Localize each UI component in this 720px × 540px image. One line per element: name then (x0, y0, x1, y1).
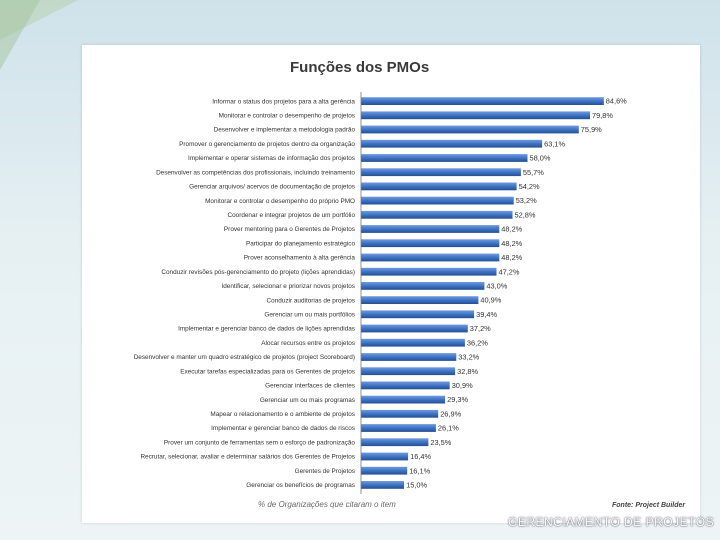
data-label: 36,2% (467, 338, 488, 347)
category-label: Promover o gerenciamento de projetos den… (179, 141, 355, 148)
category-label: Mapear o relacionamento e o ambiente de … (210, 411, 355, 418)
bar (361, 367, 456, 376)
leaf-ornament-icon (0, 0, 40, 70)
category-label: Participar do planejamento estratégico (246, 240, 356, 247)
category-label: Conduzir auditorias de projetos (267, 297, 355, 304)
data-label: 33,2% (458, 353, 479, 362)
category-label: Executar tarefas especializadas para os … (180, 368, 355, 375)
chart-title: Funções dos PMOs (290, 59, 430, 76)
bar (361, 97, 604, 105)
data-label: 55,7% (523, 168, 544, 177)
bar (361, 395, 446, 404)
data-label: 47,2% (499, 267, 520, 276)
category-label: Monitorar e controlar o desempenho de pr… (219, 113, 355, 120)
slide-footer: GERENCIAMENTO DE PROJETOS (508, 515, 715, 529)
bar (361, 111, 590, 120)
leaf-ornament-icon (0, 0, 78, 40)
category-label: Identificar, selecionar e priorizar novo… (221, 283, 355, 290)
bar (361, 182, 517, 191)
category-label: Prover mentoring para o Gerentes de Proj… (224, 226, 355, 233)
data-label: 48,2% (501, 239, 522, 248)
bar (361, 324, 468, 333)
category-label: Gerenciar arquivos/ acervos de documenta… (189, 184, 355, 191)
bar (361, 125, 579, 134)
category-label: Implementar e gerenciar banco de dados d… (211, 425, 355, 432)
data-label: 30,9% (452, 381, 473, 390)
data-label: 39,4% (476, 310, 497, 319)
source-note: Fonte: Project Builder (612, 502, 686, 509)
data-label: 32,8% (457, 367, 478, 376)
category-label: Recrutar, selecionar, avaliar e determin… (140, 454, 355, 461)
slide-ornament (0, 0, 78, 70)
data-label: 79,8% (592, 111, 613, 120)
bar (361, 210, 513, 219)
category-label: Conduzir revisões pós-gerenciamento do p… (161, 269, 355, 276)
bar (361, 452, 409, 461)
data-label: 16,4% (410, 452, 431, 461)
data-label: 26,9% (440, 409, 461, 418)
bar (361, 438, 429, 447)
category-label: Gerenciar interfaces de clientes (265, 383, 355, 390)
category-label: Implementar e gerenciar banco de dados d… (178, 326, 355, 333)
bar (361, 168, 521, 177)
bar (361, 353, 457, 361)
data-label: 29,3% (447, 395, 468, 404)
bar (361, 310, 475, 319)
bar (361, 267, 497, 276)
data-label: 52,8% (515, 210, 536, 219)
data-label: 58,0% (530, 154, 551, 163)
category-label: Desenvolver e implementar a metodologia … (214, 127, 356, 134)
bar (361, 424, 436, 432)
bar (361, 466, 408, 475)
bar (361, 481, 404, 489)
category-label: Gerentes de Projetos (295, 468, 355, 475)
data-label: 54,2% (519, 182, 540, 191)
category-label: Prover aconselhamento à alta gerência (244, 255, 356, 262)
bar (361, 154, 528, 162)
data-label: 37,2% (470, 324, 491, 333)
bar (361, 239, 500, 248)
bar (361, 409, 439, 418)
data-label: 40,9% (480, 296, 501, 305)
bar (361, 139, 543, 148)
category-label: Gerenciar um ou mais programas (260, 397, 355, 404)
bar (361, 338, 465, 347)
data-label: 16,1% (409, 466, 430, 475)
category-label: Implementar e operar sistemas de informa… (188, 155, 355, 162)
bar (361, 225, 500, 233)
category-label: Desenvolver as competências dos profissi… (156, 169, 355, 176)
category-label: Alocar recursos entre os projetos (261, 340, 355, 347)
category-label: Gerenciar um ou mais portfólios (264, 312, 355, 319)
data-label: 23,5% (430, 438, 451, 447)
category-label: Coordenar e integrar projetos de um port… (227, 212, 355, 219)
category-label: Gerenciar os benefícios de programas (246, 482, 355, 489)
category-label: Informar o status dos projetos para a al… (212, 98, 355, 105)
data-label: 84,6% (606, 97, 627, 106)
category-label: Monitorar e controlar o desempenho do pr… (205, 198, 355, 205)
data-label: 15,0% (406, 481, 427, 490)
category-label: Desenvolver e manter um quadro estratégi… (134, 354, 355, 361)
data-label: 63,1% (544, 139, 565, 148)
bar (361, 196, 514, 205)
data-label: 43,0% (486, 282, 507, 291)
data-label: 48,2% (501, 253, 522, 262)
data-label: 48,2% (501, 225, 522, 234)
x-axis-label: % de Organizações que citaram o item (258, 500, 396, 509)
bar (361, 381, 450, 390)
category-label: Prover um conjunto de ferramentas sem o … (164, 439, 356, 446)
bar (361, 282, 485, 290)
bar (361, 296, 479, 304)
data-label: 53,2% (516, 196, 537, 205)
data-label: 75,9% (581, 125, 602, 134)
bar (361, 253, 500, 262)
data-label: 26,1% (438, 424, 459, 433)
